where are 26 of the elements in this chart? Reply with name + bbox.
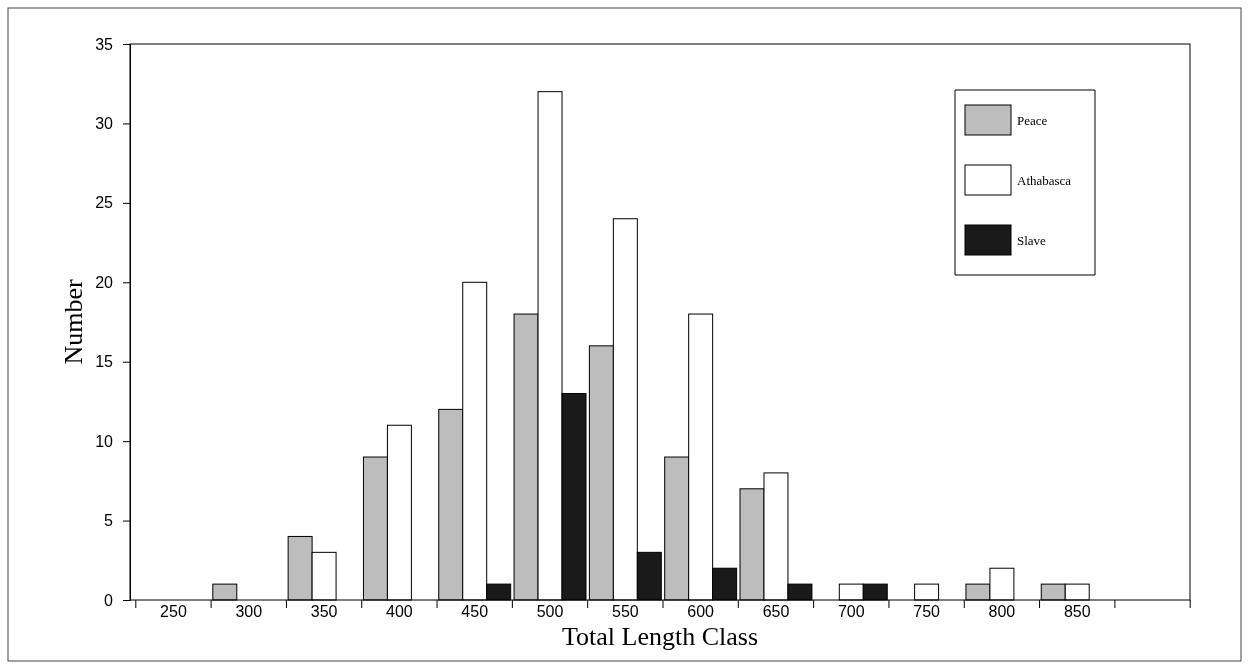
y-tick-label: 0 [104,591,114,609]
x-tick-label: 650 [762,603,790,621]
y-tick-label: 15 [95,353,114,371]
x-tick-label: 700 [837,603,865,621]
y-tick-label: 5 [104,512,114,530]
x-axis-title: Total Length Class [561,622,759,651]
x-tick-label: 550 [611,603,639,621]
x-tick-label: 300 [235,603,263,621]
y-tick-label: 35 [95,35,114,53]
x-tick-label: 500 [536,603,564,621]
legend-label: Peace [1017,112,1048,128]
x-tick-label: 250 [160,603,187,621]
y-tick-label: 30 [95,115,114,133]
legend-label: Slave [1017,232,1047,248]
legend-label: Athabasca [1017,172,1072,188]
y-tick-label: 10 [95,432,114,450]
x-tick-label: 600 [687,603,715,621]
y-tick-label: 20 [95,273,114,291]
x-tick-label: 850 [1063,603,1091,621]
y-tick-label: 25 [95,194,114,212]
y-axis-title: Number [59,279,88,365]
x-tick-label: 350 [310,603,338,621]
x-tick-label: 750 [913,603,941,621]
x-tick-label: 800 [988,603,1016,621]
x-tick-label: 450 [461,603,489,621]
x-tick-label: 400 [386,603,413,621]
